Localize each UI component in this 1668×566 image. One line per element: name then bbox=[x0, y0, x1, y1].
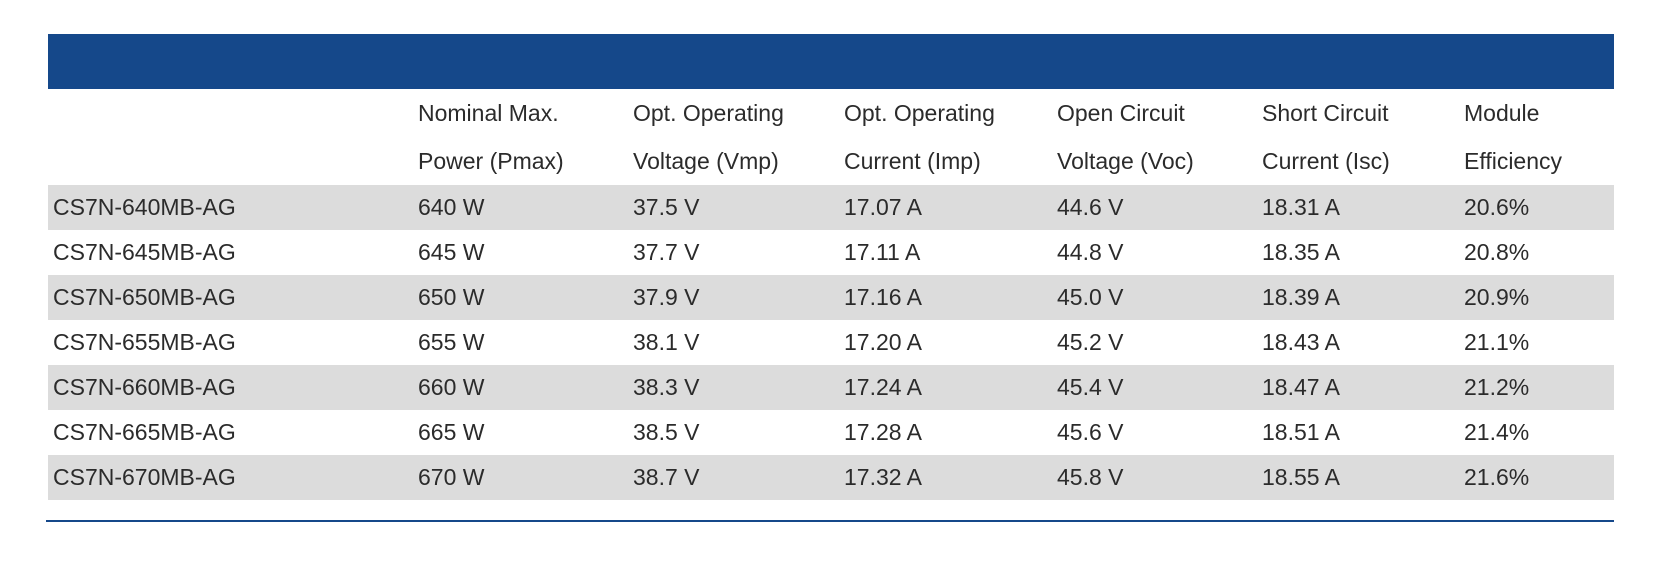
cell-voc: 45.4 V bbox=[1055, 365, 1260, 410]
cell-voc: 44.6 V bbox=[1055, 185, 1260, 230]
cell-voc: 45.0 V bbox=[1055, 275, 1260, 320]
column-header-imp: Opt. Operating Current (Imp) bbox=[842, 89, 1055, 185]
column-header-line: Module bbox=[1464, 100, 1540, 126]
cell-imp: 17.16 A bbox=[842, 275, 1055, 320]
column-header-line: Current (Imp) bbox=[844, 148, 981, 174]
table-row: CS7N-670MB-AG 670 W 38.7 V 17.32 A 45.8 … bbox=[48, 455, 1614, 500]
column-header-model bbox=[48, 89, 416, 185]
cell-isc: 18.55 A bbox=[1260, 455, 1462, 500]
table-row: CS7N-645MB-AG 645 W 37.7 V 17.11 A 44.8 … bbox=[48, 230, 1614, 275]
cell-voc: 44.8 V bbox=[1057, 239, 1124, 265]
cell-pmax: 640 W bbox=[416, 185, 631, 230]
column-header-line: Nominal Max. bbox=[418, 100, 559, 126]
cell-model: CS7N-650MB-AG bbox=[48, 275, 416, 320]
column-header-line: Open Circuit bbox=[1057, 100, 1185, 126]
column-header-row: Nominal Max. Power (Pmax) Opt. Operating… bbox=[48, 89, 1614, 185]
cell-isc: 18.51 A bbox=[1262, 419, 1341, 445]
cell-efficiency: 20.9% bbox=[1462, 275, 1614, 320]
cell-voc: 45.6 V bbox=[1057, 419, 1124, 445]
table-row: CS7N-660MB-AG 660 W 38.3 V 17.24 A 45.4 … bbox=[48, 365, 1614, 410]
table-row: CS7N-655MB-AG 655 W 38.1 V 17.20 A 45.2 … bbox=[48, 320, 1614, 365]
cell-pmax: 650 W bbox=[416, 275, 631, 320]
cell-vmp: 37.5 V bbox=[631, 185, 842, 230]
cell-vmp: 38.1 V bbox=[633, 329, 700, 355]
cell-model: CS7N-670MB-AG bbox=[48, 455, 416, 500]
cell-voc: 45.8 V bbox=[1055, 455, 1260, 500]
cell-model: CS7N-665MB-AG bbox=[53, 419, 236, 445]
cell-efficiency: 21.6% bbox=[1462, 455, 1614, 500]
table-row: CS7N-640MB-AG 640 W 37.5 V 17.07 A 44.6 … bbox=[48, 185, 1614, 230]
column-header-line: Power (Pmax) bbox=[418, 148, 564, 174]
cell-isc: 18.47 A bbox=[1260, 365, 1462, 410]
cell-imp: 17.07 A bbox=[842, 185, 1055, 230]
cell-efficiency: 21.4% bbox=[1464, 419, 1530, 445]
cell-isc: 18.39 A bbox=[1260, 275, 1462, 320]
cell-vmp: 37.7 V bbox=[633, 239, 700, 265]
column-header-line: Opt. Operating bbox=[844, 100, 995, 126]
column-header-voc: Open Circuit Voltage (Voc) bbox=[1055, 89, 1260, 185]
cell-isc: 18.31 A bbox=[1260, 185, 1462, 230]
cell-pmax: 645 W bbox=[418, 239, 485, 265]
cell-pmax: 655 W bbox=[418, 329, 485, 355]
cell-model: CS7N-645MB-AG bbox=[53, 239, 236, 265]
cell-imp: 17.28 A bbox=[844, 419, 923, 445]
column-header-vmp: Opt. Operating Voltage (Vmp) bbox=[631, 89, 842, 185]
column-header-line: Voltage (Voc) bbox=[1057, 148, 1194, 174]
cell-model: CS7N-655MB-AG bbox=[53, 329, 236, 355]
cell-pmax: 670 W bbox=[416, 455, 631, 500]
column-header-line: Current (Isc) bbox=[1262, 148, 1390, 174]
cell-model: CS7N-640MB-AG bbox=[48, 185, 416, 230]
cell-efficiency: 20.6% bbox=[1462, 185, 1614, 230]
cell-isc: 18.43 A bbox=[1262, 329, 1341, 355]
bottom-divider bbox=[46, 520, 1614, 522]
column-header-pmax: Nominal Max. Power (Pmax) bbox=[416, 89, 631, 185]
column-header-line: Voltage (Vmp) bbox=[633, 148, 779, 174]
cell-vmp: 38.7 V bbox=[631, 455, 842, 500]
cell-model: CS7N-660MB-AG bbox=[48, 365, 416, 410]
column-header-efficiency: Module Efficiency bbox=[1462, 89, 1614, 185]
column-header-isc: Short Circuit Current (Isc) bbox=[1260, 89, 1462, 185]
cell-voc: 45.2 V bbox=[1057, 329, 1124, 355]
cell-pmax: 660 W bbox=[416, 365, 631, 410]
electrical-spec-table: Nominal Max. Power (Pmax) Opt. Operating… bbox=[48, 89, 1614, 500]
cell-isc: 18.35 A bbox=[1262, 239, 1341, 265]
column-header-line: Opt. Operating bbox=[633, 100, 784, 126]
cell-imp: 17.11 A bbox=[844, 239, 921, 265]
cell-vmp: 38.3 V bbox=[631, 365, 842, 410]
cell-vmp: 37.9 V bbox=[631, 275, 842, 320]
cell-imp: 17.24 A bbox=[842, 365, 1055, 410]
table-row: CS7N-665MB-AG 665 W 38.5 V 17.28 A 45.6 … bbox=[48, 410, 1614, 455]
cell-vmp: 38.5 V bbox=[633, 419, 700, 445]
cell-imp: 17.32 A bbox=[842, 455, 1055, 500]
cell-pmax: 665 W bbox=[418, 419, 485, 445]
cell-imp: 17.20 A bbox=[844, 329, 923, 355]
column-header-line: Efficiency bbox=[1464, 148, 1563, 174]
cell-efficiency: 20.8% bbox=[1464, 239, 1530, 265]
table-header-bar bbox=[48, 34, 1614, 89]
cell-efficiency: 21.1% bbox=[1464, 329, 1530, 355]
cell-efficiency: 21.2% bbox=[1462, 365, 1614, 410]
table-row: CS7N-650MB-AG 650 W 37.9 V 17.16 A 45.0 … bbox=[48, 275, 1614, 320]
column-header-line: Short Circuit bbox=[1262, 100, 1389, 126]
